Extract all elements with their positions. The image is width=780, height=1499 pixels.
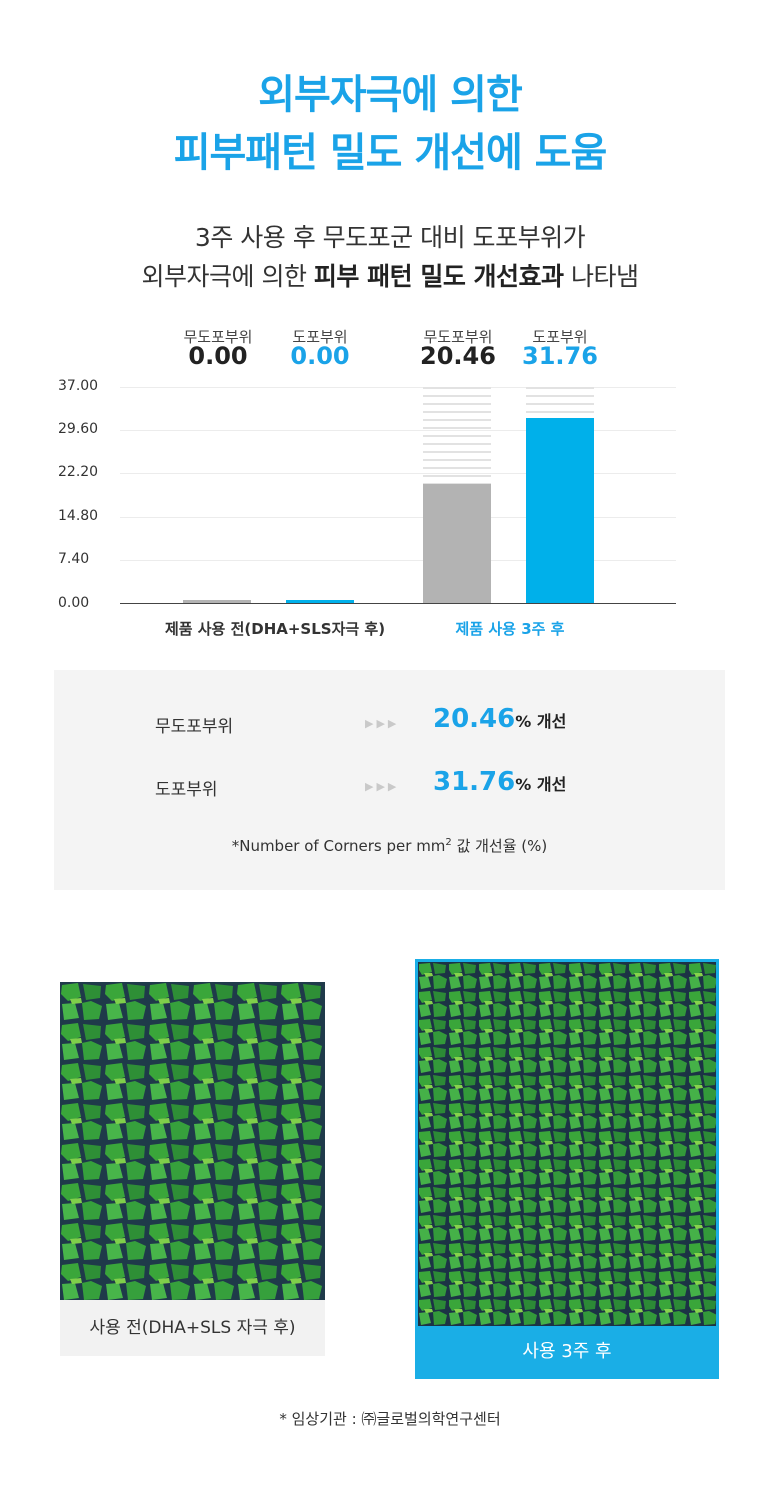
y-tick-label: 7.40 [58, 551, 90, 567]
y-tick-label: 14.80 [58, 508, 99, 524]
gridline [120, 517, 676, 518]
summary-value-unit: % 개선 [515, 712, 567, 731]
value-label-series2-cat1: 도포부위 [292, 328, 348, 346]
after-image-caption: 사용 3주 후 [522, 1341, 612, 1362]
subtitle-line-2: 외부자극에 의한 피부 패턴 밀도 개선효과 나타냄 [0, 257, 780, 296]
note-pre: *Number of Corners per mm [231, 837, 446, 855]
footnote-measure: *Number of Corners per mm2 값 개선율 (%) [54, 835, 725, 856]
summary-row-label: 무도포부위 [155, 717, 234, 737]
bar-treated-after [526, 417, 594, 603]
x-category-label: 제품 사용 3주 후 [455, 620, 565, 638]
summary-row-value: 20.46% 개선 [433, 704, 566, 734]
before-skin-image [60, 982, 325, 1300]
summary-value-number: 20.46 [433, 704, 516, 734]
after-skin-pattern [418, 962, 716, 1326]
y-tick-label: 29.60 [58, 421, 99, 437]
value-number-series1-cat1: 0.00 [188, 342, 248, 370]
page-subtitle: 3주 사용 후 무도포군 대비 도포부위가 외부자극에 의한 피부 패턴 밀도 … [0, 218, 780, 296]
gridline [120, 560, 676, 561]
note-post: 값 개선율 (%) [451, 837, 548, 855]
subtitle-line-2-post: 나타냄 [563, 262, 639, 291]
bar-background-stripes [526, 387, 594, 418]
x-axis-line [120, 603, 676, 604]
gridline [120, 473, 676, 474]
bar-untreated-after [423, 483, 491, 603]
subtitle-line-1: 3주 사용 후 무도포군 대비 도포부위가 [194, 223, 586, 252]
summary-panel: 무도포부위 ▶▶▶ 20.46% 개선 도포부위 ▶▶▶ 31.76% 개선 *… [54, 670, 725, 890]
value-number-series2-cat2: 31.76 [522, 342, 598, 370]
title-line-1: 외부자극에 의한 [258, 72, 523, 118]
value-number-series2-cat1: 0.00 [290, 342, 350, 370]
gridline [120, 387, 676, 388]
y-tick-label: 22.20 [58, 464, 99, 480]
after-skin-image [418, 962, 716, 1326]
value-number-series1-cat2: 20.46 [420, 342, 496, 370]
summary-row-value: 31.76% 개선 [433, 767, 566, 797]
page-title: 외부자극에 의한 피부패턴 밀도 개선에 도움 [0, 66, 780, 182]
bar-background-stripes [423, 387, 491, 484]
bar-treated-before [286, 600, 354, 603]
footer-clinical-institution: * 임상기관 : ㈜글로벌의학연구센터 [279, 1410, 501, 1428]
note-sup: 2 [445, 837, 452, 848]
title-line-2: 피부패턴 밀도 개선에 도움 [173, 130, 608, 176]
arrows-icon: ▶▶▶ [365, 717, 400, 730]
value-label-series2-cat2: 도포부위 [532, 328, 588, 346]
y-tick-label: 37.00 [58, 378, 99, 394]
value-label-series1-cat2: 무도포부위 [423, 328, 493, 346]
summary-row-label: 도포부위 [155, 780, 218, 800]
subtitle-line-2-bold: 피부 패턴 밀도 개선효과 [313, 262, 564, 291]
subtitle-line-2-pre: 외부자극에 의한 [141, 262, 314, 291]
arrows-icon: ▶▶▶ [365, 780, 400, 793]
summary-value-unit: % 개선 [515, 775, 567, 794]
bar-chart: 37.00 29.60 22.20 14.80 7.40 0.00 제품 사용 … [0, 0, 780, 660]
bar-untreated-before [183, 600, 251, 603]
summary-value-number: 31.76 [433, 767, 516, 797]
value-label-series1-cat1: 무도포부위 [183, 328, 253, 346]
before-image-caption: 사용 전(DHA+SLS 자극 후) [60, 1300, 325, 1356]
gridline [120, 430, 676, 431]
x-category-label: 제품 사용 전(DHA+SLS자극 후) [164, 620, 386, 638]
before-skin-pattern [60, 982, 325, 1300]
y-tick-label: 0.00 [58, 595, 90, 611]
